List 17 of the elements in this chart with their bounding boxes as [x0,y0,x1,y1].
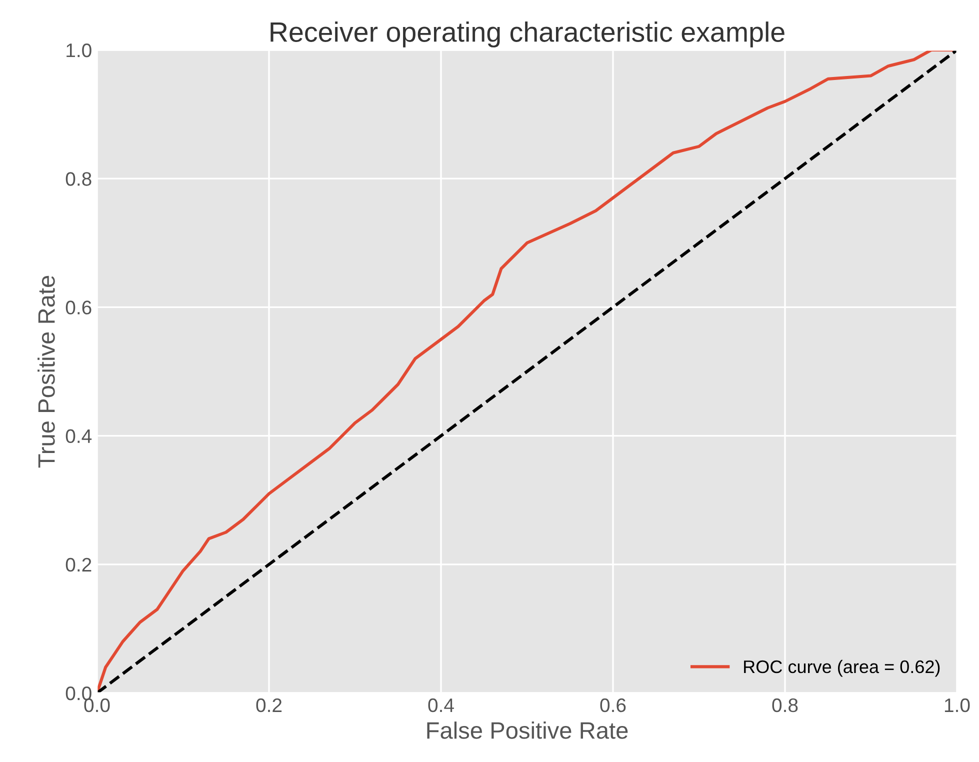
legend-label: ROC curve (area = 0.62) [744,660,940,677]
y-axis-title: True Positive Rate [38,276,55,468]
line-series [97,50,957,693]
x-tick-label: 1.0 [944,698,970,712]
chart-title: Receiver operating characteristic example [270,22,784,48]
x-tick-label: 0.4 [428,698,454,712]
x-tick-label: 0.6 [600,698,626,712]
y-tick-label: 0.8 [66,172,92,186]
y-tick-label: 0.0 [66,686,92,700]
x-tick-label: 0.8 [772,698,798,712]
x-axis-title: False Positive Rate [427,722,628,739]
y-tick-label: 1.0 [66,43,92,58]
x-tick-label: 0.0 [84,698,110,712]
y-tick-label: 0.2 [66,558,92,572]
y-tick-label: 0.6 [66,300,92,314]
x-tick-label: 0.2 [256,698,282,712]
y-tick-label: 0.4 [66,429,92,444]
